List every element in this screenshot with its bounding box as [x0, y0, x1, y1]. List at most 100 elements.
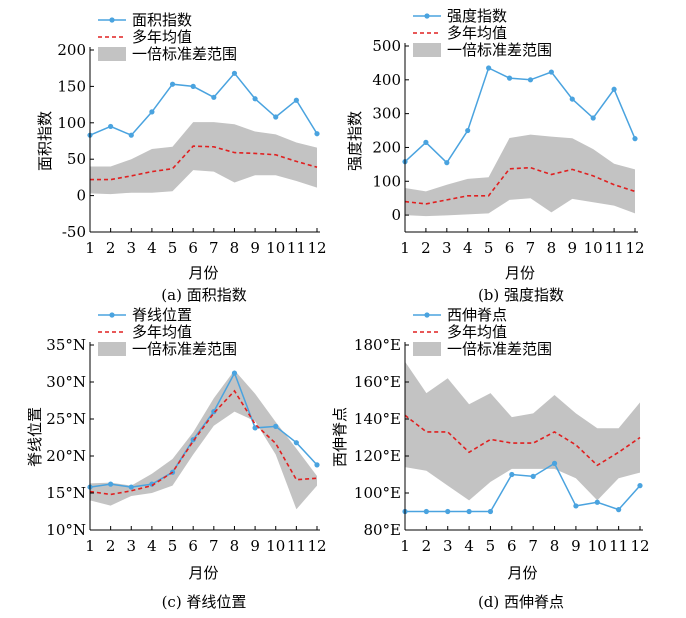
- x-tick-label: 10: [266, 239, 285, 257]
- panel-d-caption: (d) 西伸脊点: [478, 593, 564, 611]
- data-point: [569, 96, 575, 102]
- data-point: [611, 86, 617, 92]
- y-tick-label: 15°N: [46, 484, 86, 502]
- x-tick-label: 5: [168, 239, 178, 257]
- y-axis-label: 强度指数: [346, 111, 364, 171]
- data-point: [273, 423, 279, 429]
- legend-band-swatch: [98, 47, 126, 61]
- panel-b-caption: (b) 强度指数: [478, 286, 564, 304]
- x-tick-label: 11: [609, 537, 628, 555]
- data-point: [527, 77, 534, 83]
- x-tick-label: 3: [126, 537, 136, 555]
- y-tick-label: 100: [372, 172, 401, 190]
- std-band: [405, 134, 635, 217]
- data-point: [509, 471, 515, 478]
- x-tick-label: 5: [486, 537, 496, 555]
- y-axis-label: 西伸脊点: [331, 407, 349, 467]
- legend-band-label: 一倍标准差范围: [447, 41, 552, 59]
- data-point: [190, 83, 196, 89]
- x-tick-label: 7: [209, 239, 219, 257]
- y-tick-label: 160°E: [354, 373, 401, 391]
- y-tick-label: 0: [76, 187, 86, 205]
- std-band: [405, 361, 640, 501]
- std-band: [90, 370, 317, 510]
- y-tick-label: 120°E: [354, 447, 401, 465]
- data-point: [169, 81, 176, 87]
- data-point: [590, 115, 596, 121]
- x-tick-label: 10: [266, 537, 285, 555]
- legend-mean-label: 多年均值: [132, 28, 192, 46]
- data-point: [632, 136, 638, 142]
- x-tick-label: 12: [625, 239, 644, 257]
- x-tick-label: 2: [106, 239, 116, 257]
- data-point: [637, 483, 643, 489]
- x-tick-label: 2: [422, 537, 432, 555]
- legend-band-label: 一倍标准差范围: [132, 45, 237, 63]
- data-point: [465, 127, 471, 134]
- y-tick-label: -50: [62, 223, 86, 241]
- x-tick-label: 2: [421, 239, 431, 257]
- mean-line: [89, 389, 318, 496]
- x-tick-label: 4: [147, 537, 157, 555]
- data-point: [211, 94, 217, 100]
- data-point: [486, 65, 492, 71]
- data-point: [314, 462, 320, 468]
- series-line: [89, 72, 318, 137]
- x-tick-label: 4: [464, 537, 474, 555]
- x-tick-label: 11: [287, 239, 306, 257]
- x-tick-label: 7: [528, 537, 538, 555]
- data-point: [506, 75, 513, 81]
- x-tick-label: 12: [307, 239, 326, 257]
- legend-band-swatch: [413, 43, 441, 57]
- x-tick-label: 11: [287, 537, 306, 555]
- data-point: [530, 473, 536, 479]
- data-point: [128, 132, 134, 138]
- data-point: [252, 96, 258, 102]
- y-tick-label: 100°E: [354, 484, 401, 502]
- y-tick-label: 180°E: [354, 336, 401, 354]
- legend-series-label: 脊线位置: [132, 306, 192, 324]
- x-tick-label: 3: [442, 239, 452, 257]
- y-tick-label: 100: [57, 114, 86, 132]
- mean-line: [404, 166, 636, 205]
- y-tick-label: 10°N: [46, 521, 86, 539]
- data-point: [548, 69, 554, 75]
- x-tick-label: 4: [463, 239, 473, 257]
- x-axis-label: 月份: [188, 264, 218, 282]
- x-tick-label: 10: [584, 239, 603, 257]
- y-tick-label: 400: [372, 71, 401, 89]
- x-tick-label: 8: [230, 537, 240, 555]
- legend-mean-label: 多年均值: [132, 323, 192, 341]
- x-tick-label: 8: [547, 239, 557, 257]
- legend-series-marker: [424, 312, 430, 318]
- y-tick-label: 80°E: [363, 521, 401, 539]
- series-line: [404, 66, 636, 164]
- data-point: [423, 139, 429, 145]
- data-point: [594, 499, 600, 505]
- x-tick-label: 6: [188, 537, 198, 555]
- data-point: [108, 481, 114, 487]
- x-tick-label: 3: [126, 239, 136, 257]
- data-point: [273, 114, 279, 120]
- legend-series-label: 强度指数: [447, 7, 507, 25]
- x-tick-label: 9: [250, 239, 260, 257]
- y-tick-label: 200: [372, 138, 401, 156]
- series-line: [405, 462, 641, 513]
- y-tick-label: 50: [67, 150, 86, 168]
- x-tick-label: 12: [307, 537, 326, 555]
- data-point: [128, 484, 134, 490]
- x-tick-label: 7: [209, 537, 219, 555]
- data-point: [551, 460, 558, 466]
- x-tick-label: 1: [400, 537, 410, 555]
- x-tick-label: 6: [505, 239, 515, 257]
- y-tick-label: 150: [57, 77, 86, 95]
- y-axis-label: 面积指数: [36, 111, 54, 171]
- data-point: [211, 409, 217, 415]
- x-tick-label: 3: [443, 537, 453, 555]
- y-tick-label: 140°E: [354, 410, 401, 428]
